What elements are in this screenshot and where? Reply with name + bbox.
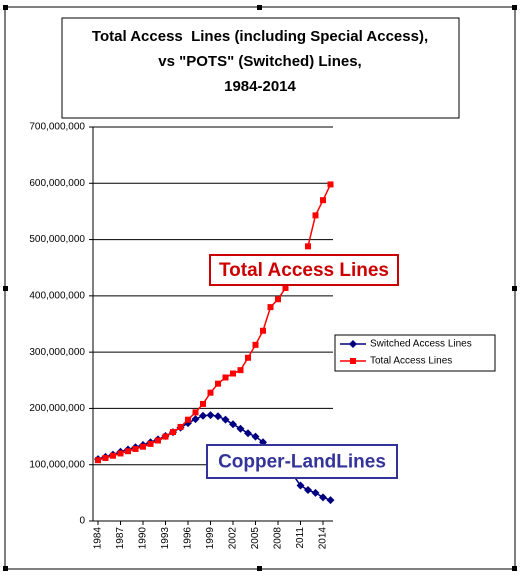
chart-title: 1984-2014 — [224, 78, 296, 95]
legend-marker — [349, 340, 357, 348]
point — [245, 354, 251, 361]
chart-title: Total Access Lines (including Special Ac… — [92, 28, 428, 45]
annotation: Total Access Lines — [219, 260, 389, 281]
point — [319, 493, 327, 502]
point — [170, 429, 176, 436]
point — [237, 367, 244, 374]
resize-handle[interactable] — [3, 566, 8, 571]
point — [275, 296, 281, 303]
point — [267, 304, 274, 311]
annotation-box — [206, 444, 398, 479]
point — [147, 440, 154, 447]
point — [251, 432, 260, 441]
point — [215, 380, 221, 387]
y-tick-label: 700,000,000 — [29, 122, 85, 133]
point — [311, 488, 320, 497]
point — [191, 415, 200, 424]
x-tick-label: 2005 — [250, 527, 261, 550]
point — [140, 443, 146, 450]
point — [236, 424, 245, 433]
point — [192, 409, 199, 416]
point — [185, 416, 191, 423]
point — [125, 448, 131, 455]
point — [244, 429, 252, 438]
x-tick-label: 1984 — [93, 527, 104, 550]
point — [214, 412, 222, 421]
resize-handle[interactable] — [3, 286, 8, 291]
point — [252, 341, 259, 348]
point — [207, 389, 214, 396]
point — [312, 212, 319, 219]
point — [221, 415, 230, 424]
point — [305, 243, 311, 250]
point — [200, 400, 206, 407]
x-tick-label: 2002 — [228, 527, 239, 550]
y-tick-label: 500,000,000 — [29, 234, 85, 245]
x-tick-label: 1990 — [138, 527, 149, 550]
annotation-box — [209, 254, 399, 286]
resize-handle[interactable] — [257, 5, 262, 10]
y-tick-label: 100,000,000 — [29, 459, 85, 470]
x-tick-label: 2011 — [295, 527, 306, 549]
point — [282, 284, 289, 291]
legend-label: Switched Access Lines — [370, 339, 472, 350]
point — [155, 437, 161, 444]
resize-handle[interactable] — [3, 5, 8, 10]
point — [102, 454, 109, 461]
point — [177, 424, 184, 431]
point — [320, 197, 326, 204]
point — [117, 450, 124, 457]
point — [132, 445, 139, 452]
point — [304, 486, 312, 495]
point — [162, 433, 169, 440]
point — [230, 370, 236, 377]
point — [110, 452, 116, 459]
point — [206, 411, 215, 420]
point — [327, 181, 334, 188]
point — [296, 481, 305, 490]
y-tick-label: 600,000,000 — [29, 178, 85, 189]
point — [95, 457, 101, 464]
point — [260, 327, 266, 334]
x-tick-label: 1987 — [115, 527, 126, 550]
x-tick-label: 1999 — [205, 527, 216, 550]
x-tick-label: 2014 — [318, 527, 329, 550]
resize-handle[interactable] — [257, 566, 262, 571]
x-tick-label: 1996 — [183, 527, 194, 550]
legend-label: Total Access Lines — [370, 356, 452, 367]
point — [199, 411, 207, 420]
annotation: Copper-LandLines — [218, 452, 386, 473]
title-box — [61, 17, 460, 119]
resize-handle[interactable] — [512, 566, 517, 571]
x-tick-label: 1993 — [160, 527, 171, 550]
legend-box — [334, 334, 496, 372]
point — [222, 374, 229, 381]
x-tick-label: 2008 — [273, 527, 284, 550]
y-tick-label: 200,000,000 — [29, 403, 85, 414]
point — [326, 496, 335, 505]
resize-handle[interactable] — [512, 5, 517, 10]
point — [229, 420, 237, 429]
y-tick-label: 0 — [79, 516, 85, 527]
chart-title: vs "POTS" (Switched) Lines, — [158, 53, 361, 70]
legend-marker — [350, 358, 356, 364]
y-tick-label: 400,000,000 — [29, 290, 85, 301]
y-tick-label: 300,000,000 — [29, 347, 85, 358]
resize-handle[interactable] — [512, 286, 517, 291]
